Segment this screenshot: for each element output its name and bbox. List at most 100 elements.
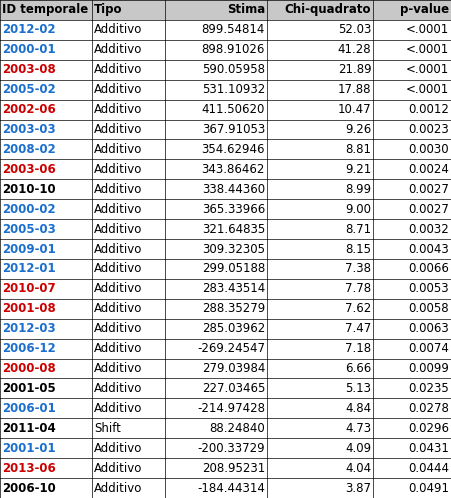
Text: 0.0032: 0.0032 xyxy=(409,223,449,236)
Text: Additivo: Additivo xyxy=(94,163,142,176)
Text: 2012-01: 2012-01 xyxy=(2,262,55,275)
Text: -269.24547: -269.24547 xyxy=(197,342,265,355)
Text: Additivo: Additivo xyxy=(94,342,142,355)
Text: 8.15: 8.15 xyxy=(345,243,371,255)
Text: <.0001: <.0001 xyxy=(406,63,449,76)
Text: 0.0066: 0.0066 xyxy=(408,262,449,275)
FancyBboxPatch shape xyxy=(0,20,451,40)
Text: 2005-03: 2005-03 xyxy=(2,223,55,236)
Text: 4.04: 4.04 xyxy=(345,462,371,475)
Text: 0.0235: 0.0235 xyxy=(409,382,449,395)
FancyBboxPatch shape xyxy=(0,279,451,299)
Text: 531.10932: 531.10932 xyxy=(202,83,265,96)
FancyBboxPatch shape xyxy=(0,100,451,120)
FancyBboxPatch shape xyxy=(0,478,451,498)
Text: 7.38: 7.38 xyxy=(345,262,371,275)
Text: 2001-01: 2001-01 xyxy=(2,442,55,455)
Text: 0.0027: 0.0027 xyxy=(408,183,449,196)
Text: 2003-03: 2003-03 xyxy=(2,123,55,136)
Text: 88.24840: 88.24840 xyxy=(209,422,265,435)
Text: 0.0491: 0.0491 xyxy=(408,482,449,495)
Text: 2010-10: 2010-10 xyxy=(2,183,55,196)
Text: Additivo: Additivo xyxy=(94,262,142,275)
Text: 0.0043: 0.0043 xyxy=(409,243,449,255)
Text: 9.21: 9.21 xyxy=(345,163,371,176)
Text: 9.26: 9.26 xyxy=(345,123,371,136)
FancyBboxPatch shape xyxy=(0,120,451,139)
Text: 0.0023: 0.0023 xyxy=(409,123,449,136)
FancyBboxPatch shape xyxy=(0,0,451,20)
Text: 299.05188: 299.05188 xyxy=(202,262,265,275)
Text: 2012-02: 2012-02 xyxy=(2,23,55,36)
Text: 2000-01: 2000-01 xyxy=(2,43,55,56)
FancyBboxPatch shape xyxy=(0,139,451,159)
Text: 7.62: 7.62 xyxy=(345,302,371,315)
Text: 0.0074: 0.0074 xyxy=(408,342,449,355)
Text: 2000-08: 2000-08 xyxy=(2,362,55,375)
Text: 2005-02: 2005-02 xyxy=(2,83,55,96)
Text: 321.64835: 321.64835 xyxy=(202,223,265,236)
Text: Additivo: Additivo xyxy=(94,322,142,335)
Text: -200.33729: -200.33729 xyxy=(198,442,265,455)
Text: 4.84: 4.84 xyxy=(345,402,371,415)
Text: Tipo: Tipo xyxy=(94,3,122,16)
Text: 285.03962: 285.03962 xyxy=(202,322,265,335)
FancyBboxPatch shape xyxy=(0,159,451,179)
Text: 338.44360: 338.44360 xyxy=(202,183,265,196)
Text: Additivo: Additivo xyxy=(94,83,142,96)
Text: 21.89: 21.89 xyxy=(338,63,371,76)
Text: 3.87: 3.87 xyxy=(345,482,371,495)
Text: Additivo: Additivo xyxy=(94,382,142,395)
Text: 2001-05: 2001-05 xyxy=(2,382,55,395)
Text: 227.03465: 227.03465 xyxy=(202,382,265,395)
Text: 0.0012: 0.0012 xyxy=(408,103,449,116)
Text: p-value: p-value xyxy=(400,3,449,16)
FancyBboxPatch shape xyxy=(0,378,451,398)
FancyBboxPatch shape xyxy=(0,438,451,458)
Text: Additivo: Additivo xyxy=(94,362,142,375)
Text: Additivo: Additivo xyxy=(94,103,142,116)
Text: 411.50620: 411.50620 xyxy=(202,103,265,116)
Text: 0.0063: 0.0063 xyxy=(409,322,449,335)
Text: <.0001: <.0001 xyxy=(406,23,449,36)
Text: 2011-04: 2011-04 xyxy=(2,422,55,435)
Text: Additivo: Additivo xyxy=(94,183,142,196)
Text: 354.62946: 354.62946 xyxy=(202,143,265,156)
Text: 365.33966: 365.33966 xyxy=(202,203,265,216)
FancyBboxPatch shape xyxy=(0,239,451,259)
Text: Additivo: Additivo xyxy=(94,143,142,156)
Text: 2006-12: 2006-12 xyxy=(2,342,55,355)
Text: 2006-01: 2006-01 xyxy=(2,402,55,415)
Text: Stima: Stima xyxy=(227,3,265,16)
Text: -184.44314: -184.44314 xyxy=(197,482,265,495)
FancyBboxPatch shape xyxy=(0,199,451,219)
Text: 9.00: 9.00 xyxy=(345,203,371,216)
Text: Additivo: Additivo xyxy=(94,203,142,216)
Text: 367.91053: 367.91053 xyxy=(202,123,265,136)
Text: Additivo: Additivo xyxy=(94,243,142,255)
Text: Additivo: Additivo xyxy=(94,43,142,56)
Text: 2001-08: 2001-08 xyxy=(2,302,55,315)
Text: Additivo: Additivo xyxy=(94,282,142,295)
FancyBboxPatch shape xyxy=(0,179,451,199)
Text: 0.0024: 0.0024 xyxy=(408,163,449,176)
Text: Additivo: Additivo xyxy=(94,462,142,475)
Text: 899.54814: 899.54814 xyxy=(202,23,265,36)
Text: -214.97428: -214.97428 xyxy=(197,402,265,415)
Text: 2006-10: 2006-10 xyxy=(2,482,55,495)
Text: Chi-quadrato: Chi-quadrato xyxy=(285,3,371,16)
Text: <.0001: <.0001 xyxy=(406,43,449,56)
FancyBboxPatch shape xyxy=(0,219,451,239)
Text: 10.47: 10.47 xyxy=(338,103,371,116)
Text: 6.66: 6.66 xyxy=(345,362,371,375)
Text: 0.0058: 0.0058 xyxy=(409,302,449,315)
Text: Additivo: Additivo xyxy=(94,402,142,415)
Text: 343.86462: 343.86462 xyxy=(202,163,265,176)
Text: 590.05958: 590.05958 xyxy=(202,63,265,76)
Text: 898.91026: 898.91026 xyxy=(202,43,265,56)
Text: 283.43514: 283.43514 xyxy=(202,282,265,295)
Text: 0.0431: 0.0431 xyxy=(408,442,449,455)
Text: 2002-06: 2002-06 xyxy=(2,103,55,116)
Text: Shift: Shift xyxy=(94,422,121,435)
Text: 17.88: 17.88 xyxy=(338,83,371,96)
